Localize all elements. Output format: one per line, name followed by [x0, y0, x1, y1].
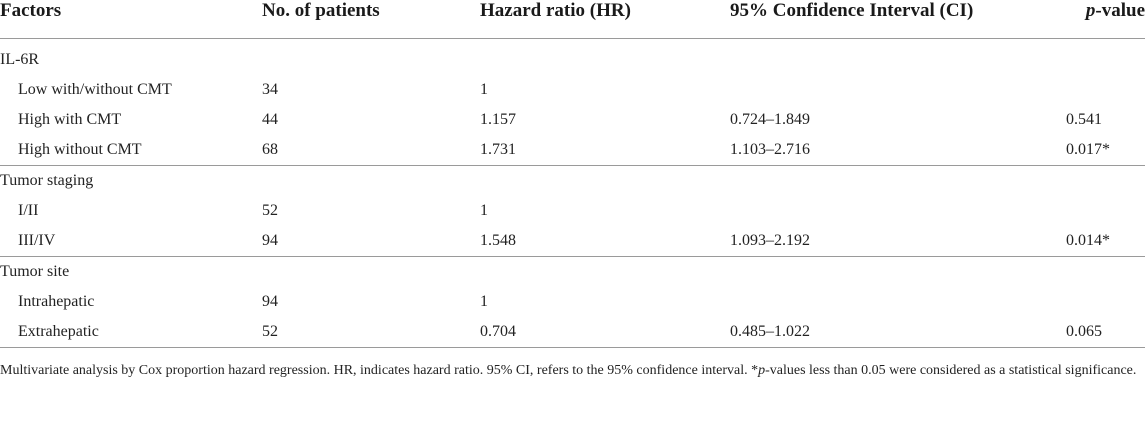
header-p-value: p-value: [1066, 0, 1145, 39]
group-row-il6r: IL-6R: [0, 39, 1145, 76]
table-row: Intrahepatic 94 1: [0, 287, 1145, 317]
p-value-cell: 0.014*: [1066, 226, 1145, 257]
ci-cell: 1.103–2.716: [730, 135, 1066, 166]
header-p-italic: p: [1085, 0, 1096, 21]
group-row-tumor-site: Tumor site: [0, 257, 1145, 288]
p-value-cell: [1066, 287, 1145, 317]
table-row: Low with/without CMT 34 1: [0, 75, 1145, 105]
group-row-tumor-staging: Tumor staging: [0, 166, 1145, 197]
table-row: I/II 52 1: [0, 196, 1145, 226]
ci-cell: [730, 196, 1066, 226]
footnote-p-italic: p: [758, 363, 766, 378]
patients-cell: 94: [262, 293, 278, 310]
patients-cell: 68: [262, 135, 480, 166]
p-value-cell: 0.541: [1066, 111, 1102, 128]
table-row: High with CMT 44 1.157 0.724–1.849 0.541: [0, 105, 1145, 135]
patients-cell: 34: [262, 81, 278, 98]
hazard-ratio-table: Factors No. of patients Hazard ratio (HR…: [0, 0, 1145, 348]
table-row: III/IV 94 1.548 1.093–2.192 0.014*: [0, 226, 1145, 257]
factor-cell: Intrahepatic: [18, 293, 95, 310]
p-value-cell: [1066, 75, 1145, 105]
header-hazard-ratio: Hazard ratio (HR): [480, 0, 730, 39]
patients-cell: 94: [262, 226, 480, 257]
group-label: Tumor staging: [0, 172, 94, 189]
header-patients: No. of patients: [262, 0, 480, 39]
hr-cell: 1: [480, 202, 488, 219]
ci-cell: [730, 287, 1066, 317]
hr-cell: 1: [480, 293, 488, 310]
factor-cell: I/II: [18, 202, 39, 219]
hr-cell: 0.704: [480, 317, 730, 348]
hr-cell: 1.157: [480, 111, 516, 128]
table-row: High without CMT 68 1.731 1.103–2.716 0.…: [0, 135, 1145, 166]
hr-cell: 1: [480, 81, 488, 98]
group-label: IL-6R: [0, 51, 40, 68]
factor-cell: Extrahepatic: [0, 317, 262, 348]
hr-cell: 1.731: [480, 135, 730, 166]
footnote-text-2: -values less than 0.05 were considered a…: [765, 363, 1137, 378]
header-p-rest: -value: [1095, 0, 1145, 21]
p-value-cell: 0.017*: [1066, 135, 1145, 166]
factor-cell: Low with/without CMT: [18, 81, 172, 98]
table-footnote: Multivariate analysis by Cox proportion …: [0, 348, 1140, 382]
ci-cell: [730, 75, 1066, 105]
ci-cell: 0.724–1.849: [730, 111, 810, 128]
header-factors: Factors: [0, 0, 262, 39]
group-label: Tumor site: [0, 263, 70, 280]
p-value-cell: 0.065: [1066, 317, 1145, 348]
footnote-text-1: Multivariate analysis by Cox proportion …: [0, 363, 759, 378]
patients-cell: 44: [262, 111, 278, 128]
table-row: Extrahepatic 52 0.704 0.485–1.022 0.065: [0, 317, 1145, 348]
factor-cell: III/IV: [0, 226, 262, 257]
patients-cell: 52: [262, 202, 278, 219]
p-value-cell: [1066, 196, 1145, 226]
ci-cell: 0.485–1.022: [730, 317, 1066, 348]
header-row: Factors No. of patients Hazard ratio (HR…: [0, 0, 1145, 39]
patients-cell: 52: [262, 317, 480, 348]
ci-cell: 1.093–2.192: [730, 226, 1066, 257]
results-table-container: Factors No. of patients Hazard ratio (HR…: [0, 0, 1145, 382]
factor-cell: High with CMT: [18, 111, 122, 128]
header-confidence-interval: 95% Confidence Interval (CI): [730, 0, 1066, 39]
hr-cell: 1.548: [480, 226, 730, 257]
factor-cell: High without CMT: [0, 135, 262, 166]
